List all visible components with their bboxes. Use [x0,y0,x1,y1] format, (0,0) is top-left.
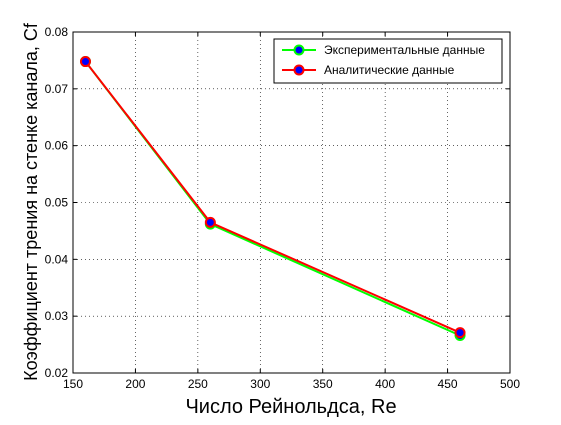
x-tick-label: 350 [313,377,333,391]
series-1-point [204,216,216,228]
y-tick-label: 0.08 [45,25,69,39]
x-tick-label: 150 [63,377,83,391]
y-tick-label: 0.03 [45,309,69,323]
grid-lines [73,32,510,373]
legend-label-experimental: Экспериментальные данные [324,43,485,57]
y-tick-label: 0.05 [45,196,69,210]
x-tick-label: 300 [250,377,270,391]
series-layer [79,56,466,341]
x-tick-label: 450 [438,377,458,391]
x-axis-label: Число Рейнольдса, Re [185,396,396,418]
legend-marker-experimental [293,44,305,56]
axis-ticks: 150 200 250 300 350 400 450 500 0.02 0.03 0.04 0.05… [45,25,521,391]
x-tick-label: 500 [500,377,520,391]
y-tick-label: 0.06 [45,139,69,153]
y-tick-label: 0.02 [45,366,69,380]
series-1-point [79,56,91,68]
y-tick-label: 0.07 [45,82,69,96]
y-axis-label: Коэффициент трения на стенке канала, Cf [21,22,41,381]
legend-marker-analytical [293,64,305,76]
x-tick-label: 250 [188,377,208,391]
x-tick-label: 400 [375,377,395,391]
legend-box [273,38,503,84]
legend-label-analytical: Аналитические данные [324,63,455,77]
series-1-point [454,327,466,339]
y-tick-label: 0.04 [45,252,69,266]
x-tick-label: 200 [125,377,145,391]
legend: Экспериментальные данные Аналитические д… [273,38,503,84]
